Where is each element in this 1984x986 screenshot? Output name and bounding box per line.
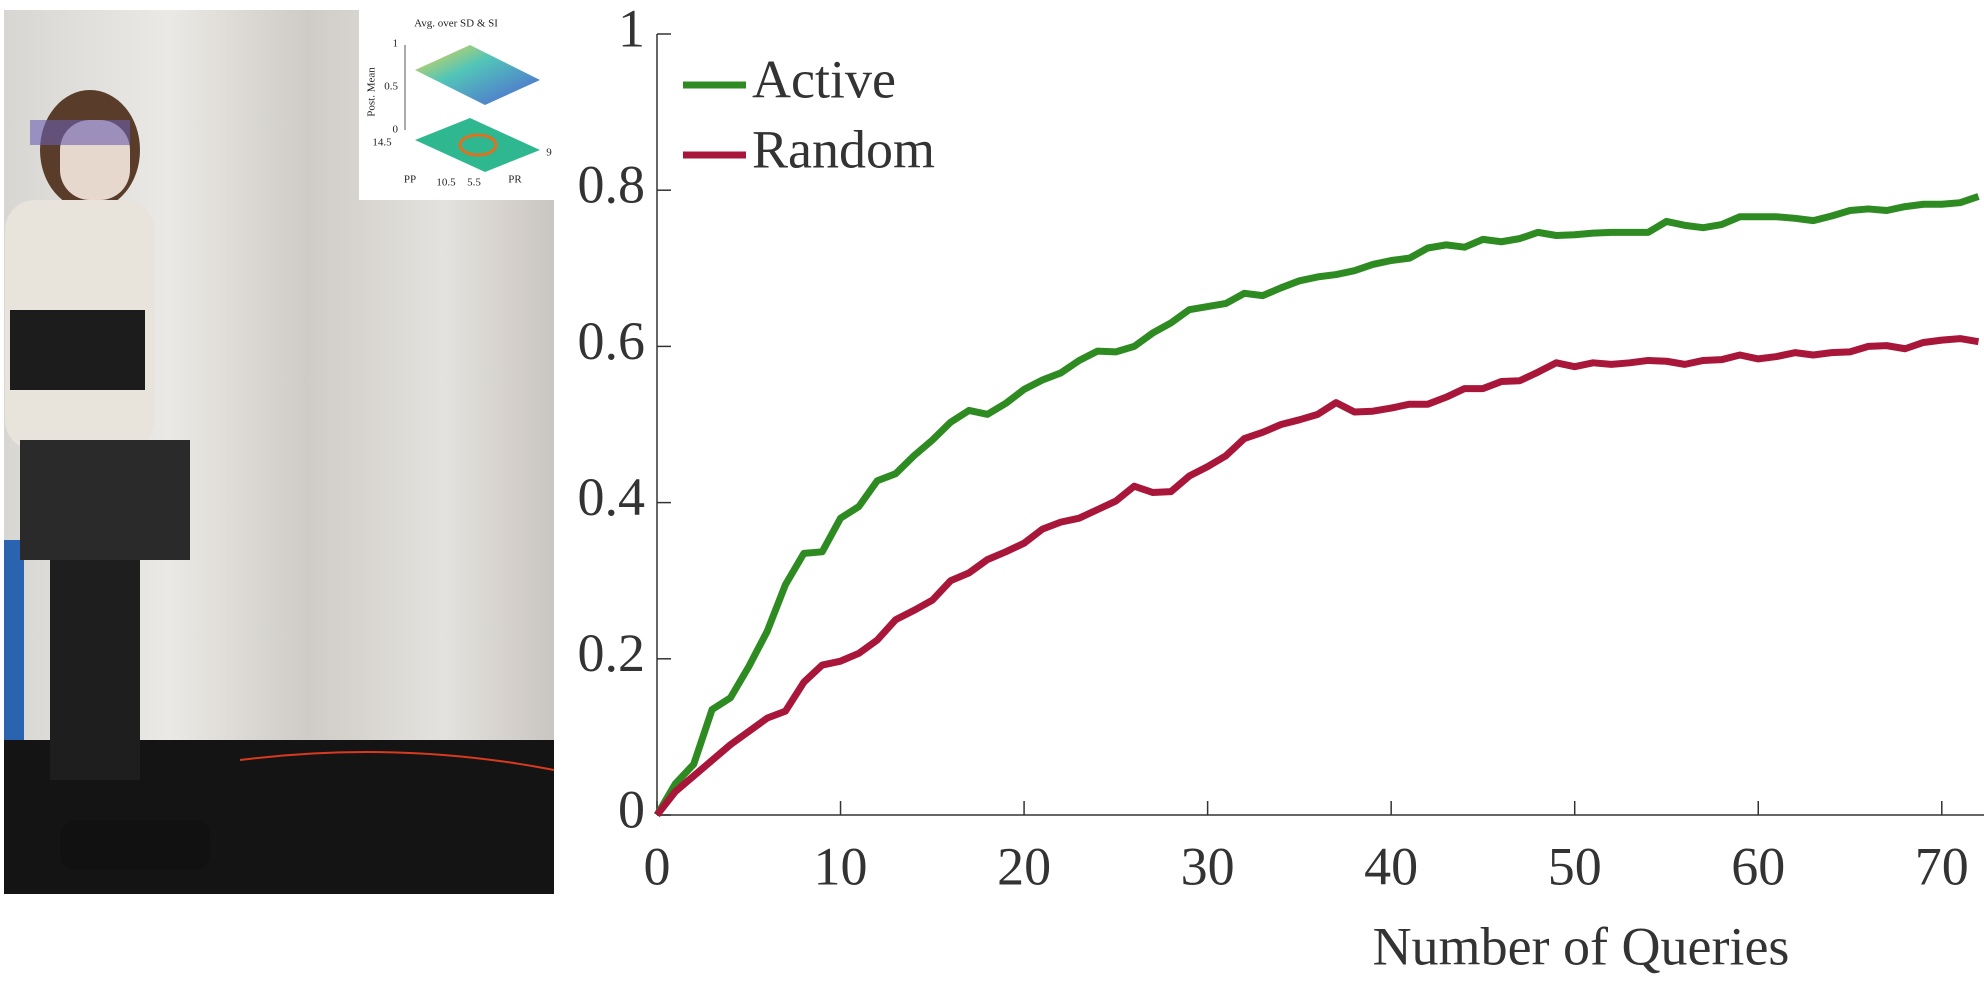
inset-plot — [359, 10, 554, 200]
inset-tick: 9 — [546, 147, 552, 159]
data-line — [654, 335, 1980, 818]
x-tick-label: 40 — [1364, 836, 1418, 896]
inset-tick: 14.5 — [372, 137, 392, 149]
x-tick-label: 10 — [814, 836, 868, 896]
inset-tick: 10.5 — [436, 177, 456, 189]
inset-tick: 5.5 — [467, 177, 481, 189]
x-axis-label: Number of Queries — [1373, 916, 1790, 976]
legend-label: Random — [752, 119, 935, 179]
inset-ztick: 0.5 — [384, 81, 398, 93]
y-tick-label: 0.4 — [578, 467, 646, 527]
inset-ztick: 0 — [393, 124, 399, 136]
x-tick-label: 70 — [1915, 836, 1969, 896]
y-tick-label: 0.8 — [578, 155, 646, 215]
y-tick-label: 0 — [618, 779, 645, 839]
inset-ztick: 1 — [393, 38, 399, 50]
y-tick-label: 0.6 — [578, 311, 646, 371]
x-tick-label: 30 — [1181, 836, 1235, 896]
x-tick-label: 0 — [644, 836, 671, 896]
inset-zlabel: Post. Mean — [366, 67, 378, 117]
inset-title: Avg. over SD & SI — [414, 18, 498, 30]
x-tick-label: 60 — [1731, 836, 1785, 896]
inset-label: PR — [508, 174, 522, 186]
x-tick-label: 20 — [997, 836, 1051, 896]
y-tick-label: 0.2 — [578, 623, 646, 683]
legend-label: Active — [752, 49, 896, 109]
y-tick-label: 1 — [618, 0, 645, 58]
data-line — [653, 193, 1980, 817]
inset-label: PP — [404, 174, 416, 186]
x-tick-label: 50 — [1548, 836, 1602, 896]
